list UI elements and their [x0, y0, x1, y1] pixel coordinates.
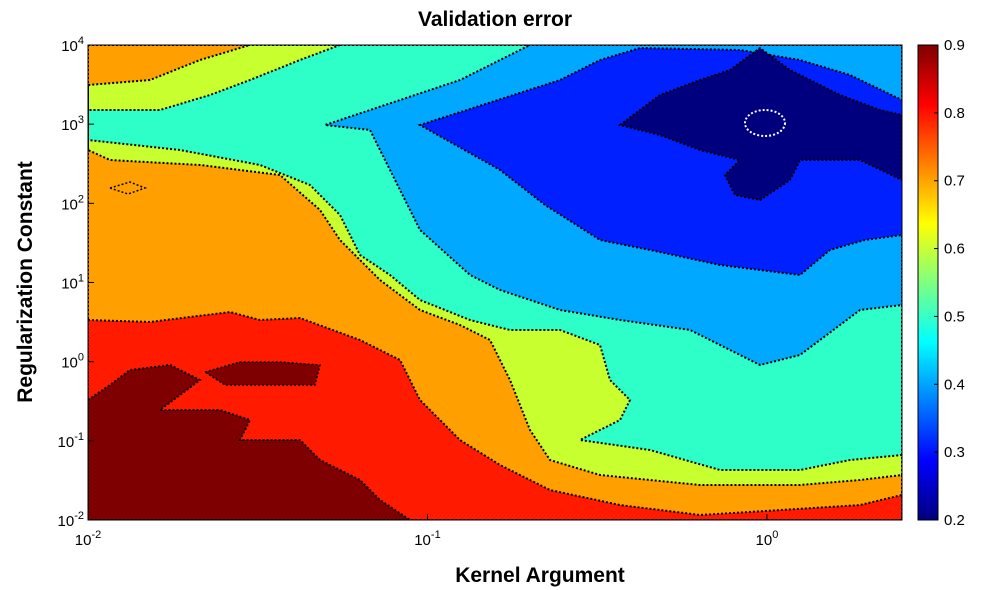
y-tick-label: 100 — [61, 352, 84, 372]
contour-region-0.2 — [617, 46, 902, 202]
x-axis-label: Kernel Argument — [455, 564, 625, 587]
y-tick-label: 10-2 — [58, 510, 84, 530]
colorbar-tick-label: 0.8 — [944, 105, 965, 122]
colorbar-tick-label: 0.2 — [944, 512, 965, 529]
y-tick-label: 10-1 — [58, 431, 84, 451]
plot-area — [88, 45, 902, 520]
y-tick-labels: 10-2 10-1 100 101 102 103 104 — [58, 35, 94, 530]
colorbar-tick-label: 0.5 — [944, 308, 965, 325]
colorbar-tick-label: 0.9 — [944, 37, 965, 54]
x-tick-label: 10-2 — [75, 529, 101, 549]
contour-island-0.9 — [203, 361, 321, 386]
x-tick-label: 10-1 — [414, 529, 440, 549]
contour-region-0.9 — [88, 363, 412, 520]
x-tick-labels: 10-2 10-1 100 — [75, 514, 779, 549]
y-tick-label: 103 — [61, 114, 84, 134]
y-tick-label: 102 — [61, 193, 84, 213]
colorbar-tick-label: 0.3 — [944, 444, 965, 461]
colorbar-tick-label: 0.4 — [944, 376, 965, 393]
colorbar-tick-label: 0.6 — [944, 241, 965, 258]
colorbar-tick-label: 0.7 — [944, 173, 965, 190]
chart-title: Validation error — [418, 8, 572, 31]
contour-island-0.7 — [107, 181, 148, 195]
y-tick-label: 104 — [61, 35, 84, 55]
minimum-marker — [744, 109, 786, 137]
y-tick-label: 101 — [61, 273, 84, 293]
colorbar-tick-labels: 0.2 0.3 0.4 0.5 0.6 0.7 0.8 0.9 — [934, 37, 965, 529]
x-tick-label: 100 — [756, 529, 779, 549]
y-axis-label: Regularization Constant — [14, 161, 37, 403]
colorbar — [917, 44, 939, 521]
